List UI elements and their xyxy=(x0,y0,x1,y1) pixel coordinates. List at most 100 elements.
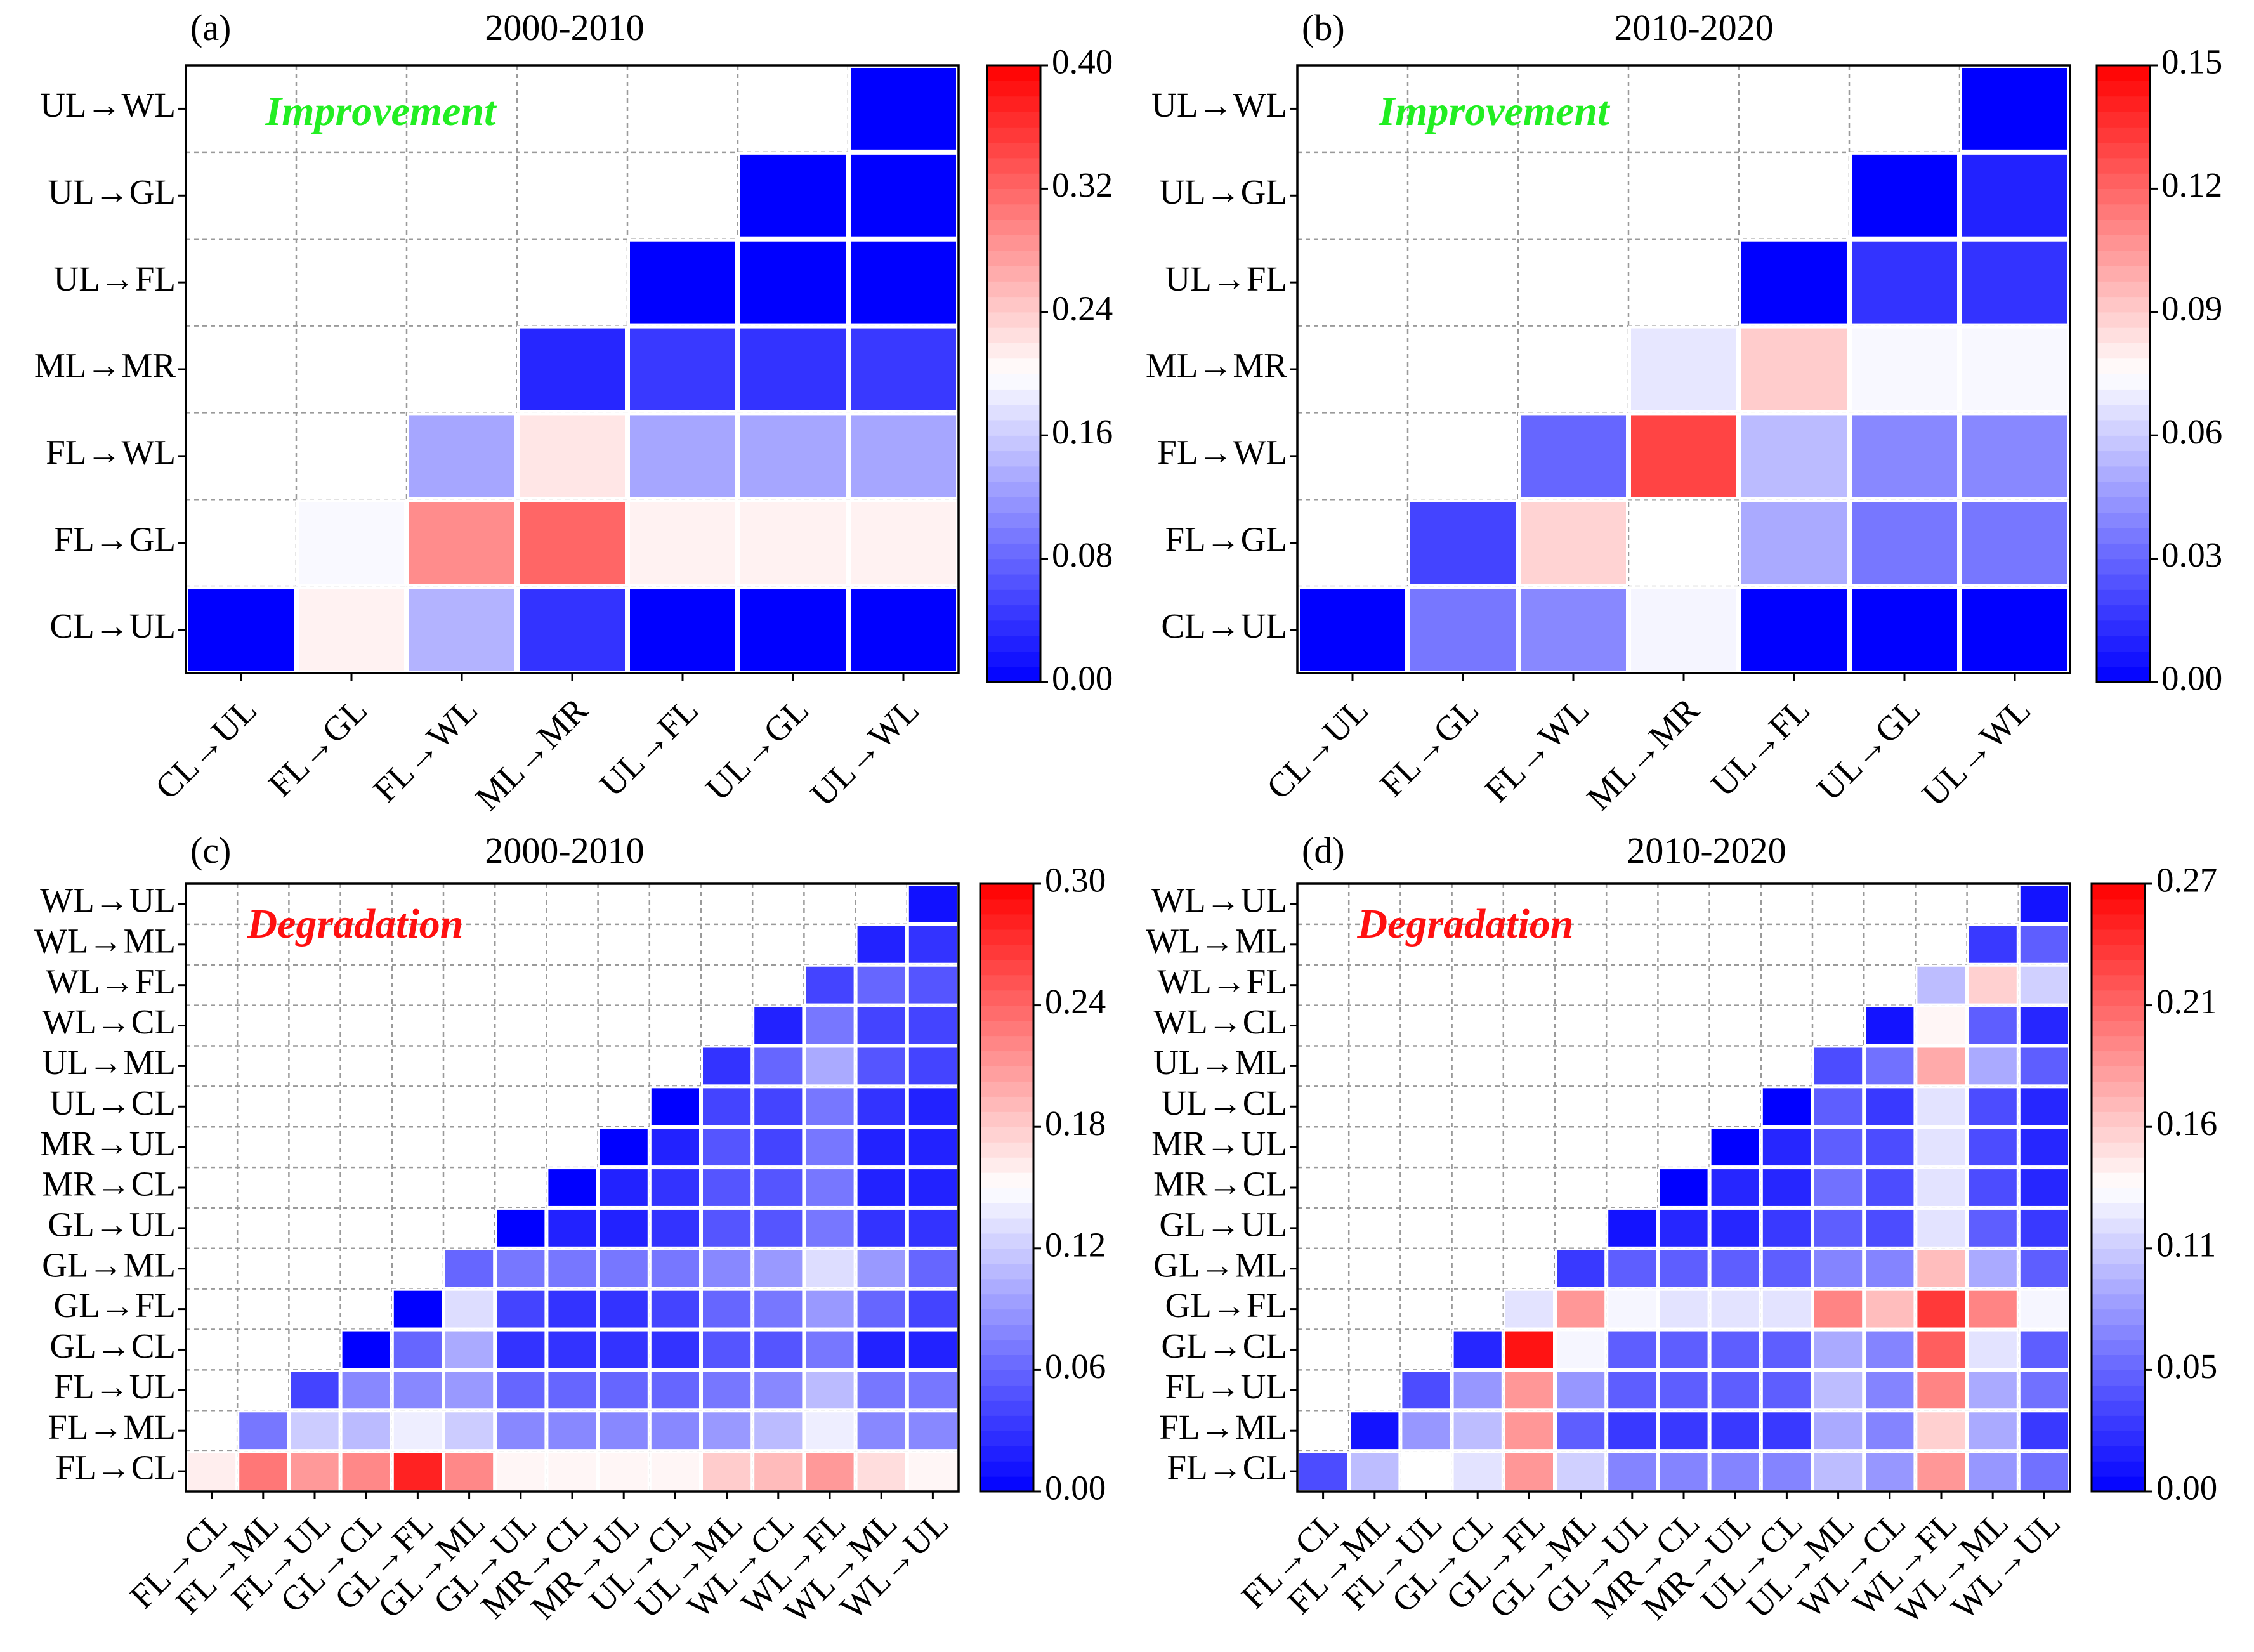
heatmap-cell xyxy=(1606,1451,1658,1491)
heatmap-cell xyxy=(752,1329,804,1370)
colorbar-segment xyxy=(2097,574,2150,590)
heatmap-cell xyxy=(752,1288,804,1330)
colorbar-segment xyxy=(2097,81,2150,97)
heatmap-cell xyxy=(1967,1370,2019,1411)
heatmap-cell xyxy=(1555,1451,1607,1491)
heatmap-cell xyxy=(907,1127,959,1168)
colorbar-segment xyxy=(980,1005,1033,1021)
colorbar-tick-label: 0.32 xyxy=(1052,166,1113,204)
colorbar-segment xyxy=(2092,1217,2145,1234)
heatmap-cell xyxy=(1297,586,1408,674)
panel-letter: (a) xyxy=(190,7,231,48)
colorbar-segment xyxy=(980,1248,1033,1264)
heatmap-cell xyxy=(1960,586,2070,674)
colorbar-segment xyxy=(2097,265,2150,282)
heatmap-cell xyxy=(1967,1086,2019,1127)
heatmap-cell xyxy=(738,325,848,413)
colorbar-segment xyxy=(987,311,1040,328)
heatmap-cell xyxy=(738,586,848,674)
colorbar-segment xyxy=(987,389,1040,405)
heatmap-cell xyxy=(855,1410,907,1452)
colorbar-segment xyxy=(2092,1111,2145,1127)
colorbar-segment xyxy=(980,959,1033,976)
heatmap-cell xyxy=(1451,1410,1504,1452)
heatmap-cell xyxy=(1915,1451,1967,1491)
heatmap-cell xyxy=(907,1005,959,1046)
colorbar-segment xyxy=(2092,1233,2145,1249)
colorbar-segment xyxy=(980,1476,1033,1492)
heatmap-cell xyxy=(701,1046,753,1087)
heatmap-cell xyxy=(1709,1207,1761,1249)
heatmap-cell xyxy=(907,1086,959,1127)
heatmap-cell xyxy=(701,1248,753,1289)
heatmap-cell xyxy=(495,1248,547,1289)
heatmap-cell xyxy=(855,1207,907,1249)
colorbar-segment xyxy=(2097,605,2150,621)
colorbar-segment xyxy=(2097,127,2150,143)
heatmap-cell xyxy=(1709,1410,1761,1452)
heatmap-cell xyxy=(1503,1288,1556,1330)
colorbar-segment xyxy=(2092,1172,2145,1188)
colorbar-segment xyxy=(2092,1005,2145,1021)
y-tick-label: CL→UL xyxy=(1161,606,1287,645)
x-tick-label: CL→UL xyxy=(1259,690,1376,807)
x-tick-label: FL→WL xyxy=(1477,690,1596,810)
heatmap-cell xyxy=(1967,1410,2019,1452)
heatmap-cell xyxy=(1555,1370,1607,1411)
colorbar-segment xyxy=(2092,884,2145,900)
heatmap-cell xyxy=(855,1167,907,1208)
heatmap-cell xyxy=(1400,1410,1452,1452)
colorbar-tick-label: 0.18 xyxy=(1045,1104,1106,1143)
heatmap-cell xyxy=(907,1167,959,1208)
heatmap-cell xyxy=(1503,1451,1556,1491)
heatmap-cell xyxy=(701,1329,753,1370)
heatmap-cell xyxy=(1606,1329,1658,1370)
colorbar-segment xyxy=(987,250,1040,266)
colorbar-segment xyxy=(2092,1127,2145,1143)
y-tick-label: GL→FL xyxy=(1165,1286,1288,1325)
heatmap-cell xyxy=(649,1370,702,1411)
heatmap-cell xyxy=(598,1167,650,1208)
colorbar-segment xyxy=(2092,1188,2145,1203)
heatmap-cell xyxy=(627,412,738,500)
y-tick-label: FL→ML xyxy=(48,1408,176,1446)
colorbar-segment xyxy=(980,1294,1033,1310)
annotation-label: Improvement xyxy=(1379,88,1611,134)
heatmap-cell xyxy=(1658,1410,1710,1452)
heatmap-cell xyxy=(598,1451,650,1491)
heatmap-cell xyxy=(517,586,627,674)
heatmap-cell xyxy=(1849,325,1960,413)
colorbar-segment xyxy=(2097,374,2150,390)
colorbar-segment xyxy=(987,651,1040,667)
heatmap-cell xyxy=(1628,586,1739,674)
heatmap-cell xyxy=(1849,412,1960,500)
heatmap-cell xyxy=(855,1248,907,1289)
colorbar-segment xyxy=(2097,65,2150,81)
heatmap-cell xyxy=(1503,1370,1556,1411)
colorbar-segment xyxy=(980,1370,1033,1386)
heatmap-cell xyxy=(391,1329,443,1370)
heatmap-cell xyxy=(598,1370,650,1411)
x-tick-label: FL→GL xyxy=(261,690,374,804)
colorbar-segment xyxy=(980,884,1033,900)
heatmap-cell xyxy=(1709,1329,1761,1370)
heatmap-cell xyxy=(804,1207,856,1249)
colorbar-segment xyxy=(2092,1461,2145,1477)
heatmap-cell xyxy=(1864,1046,1916,1087)
heatmap-cell xyxy=(738,152,848,239)
heatmap-cell xyxy=(804,1288,856,1330)
heatmap-cell xyxy=(296,499,407,587)
heatmap-cell xyxy=(1349,1410,1401,1452)
heatmap-cell xyxy=(1739,499,1849,587)
heatmap-cell xyxy=(1812,1410,1864,1452)
heatmap-cell xyxy=(1967,1127,2019,1168)
y-tick-label: WL→UL xyxy=(40,881,176,920)
colorbar-segment xyxy=(2097,497,2150,513)
colorbar-segment xyxy=(980,1096,1033,1112)
x-tick-label: UL→GL xyxy=(698,690,816,808)
heatmap-cell xyxy=(443,1248,495,1289)
y-tick-label: GL→CL xyxy=(1161,1327,1287,1365)
heatmap-cell xyxy=(649,1127,702,1168)
colorbar-frame xyxy=(986,64,1042,683)
